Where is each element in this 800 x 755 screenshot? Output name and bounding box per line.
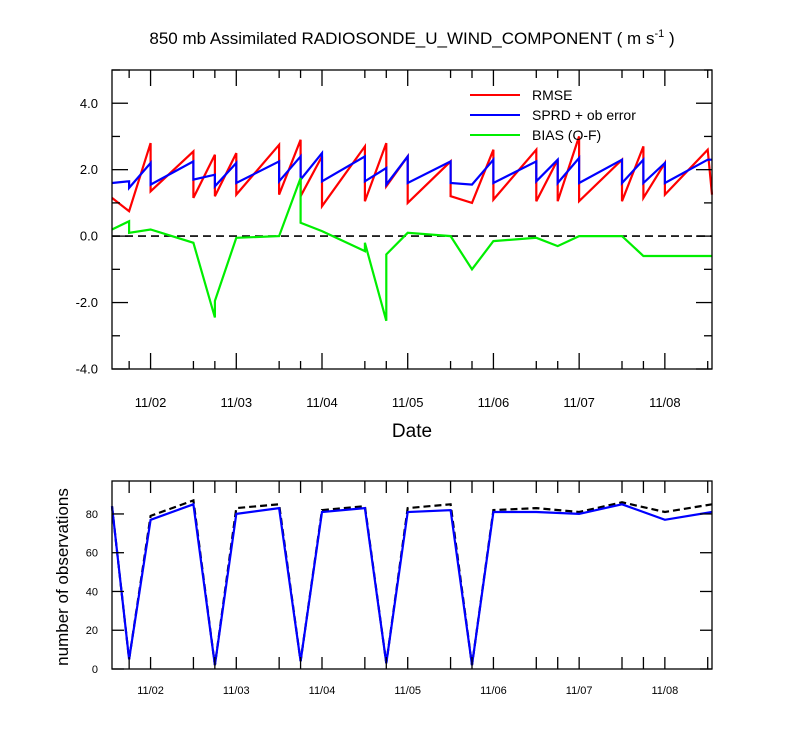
y-tick-label: 20 bbox=[86, 625, 98, 637]
x-tick-label: 11/02 bbox=[135, 395, 167, 410]
series-line-1 bbox=[110, 502, 713, 666]
x-tick-label: 11/05 bbox=[394, 685, 421, 697]
x-tick-label: 11/05 bbox=[392, 395, 424, 410]
x-tick-label: 11/06 bbox=[480, 685, 507, 697]
x-axis-label: Date bbox=[392, 421, 432, 442]
series-line-1 bbox=[111, 149, 712, 191]
x-tick-label: 11/03 bbox=[220, 395, 252, 410]
y-tick-label: 0.0 bbox=[80, 229, 98, 244]
top-plot: 11/02 11/03 11/04 11/05 11/06 11/07 11/08 -4.0 -… bbox=[76, 69, 714, 410]
title-superscript: -1 bbox=[654, 28, 664, 40]
y-tick-label: 0 bbox=[92, 664, 98, 676]
x-tick-label: 11/06 bbox=[478, 395, 510, 410]
bottom-plot: 11/02 11/03 11/04 11/05 11/06 11/07 11/08 0 20 40… bbox=[86, 480, 713, 697]
x-tick-label: 11/08 bbox=[649, 395, 681, 410]
y-tick-label: 60 bbox=[86, 548, 98, 560]
x-tick-label: 11/03 bbox=[223, 685, 250, 697]
plot-frame bbox=[111, 480, 713, 670]
chart-title: 850 mb Assimilated RADIOSONDE_U_WIND_COM… bbox=[149, 28, 674, 48]
y-axis-label-observations: number of observations bbox=[53, 488, 72, 666]
legend-label-0: RMSE bbox=[532, 87, 572, 103]
x-tick-label: 11/04 bbox=[309, 685, 336, 697]
x-tick-label: 11/07 bbox=[563, 395, 595, 410]
y-tick-label: 4.0 bbox=[80, 96, 98, 111]
x-tick-label: 11/04 bbox=[306, 395, 338, 410]
series-line-0 bbox=[110, 498, 713, 666]
y-tick-label: -4.0 bbox=[76, 362, 98, 377]
series-line-2 bbox=[111, 177, 712, 322]
title-end: ) bbox=[664, 29, 674, 48]
x-tick-label: 11/08 bbox=[651, 685, 678, 697]
x-tick-label: 11/07 bbox=[566, 685, 593, 697]
legend-label-1: SPRD + ob error bbox=[532, 107, 636, 123]
y-tick-label: 80 bbox=[86, 509, 98, 521]
y-tick-label: 40 bbox=[86, 586, 98, 598]
title-main: 850 mb Assimilated RADIOSONDE_U_WIND_COM… bbox=[149, 29, 654, 48]
legend-label-2: BIAS (O-F) bbox=[532, 127, 601, 143]
y-tick-label: -2.0 bbox=[76, 295, 98, 310]
plot-frame bbox=[111, 69, 713, 370]
x-tick-label: 11/02 bbox=[137, 685, 164, 697]
y-tick-label: 2.0 bbox=[80, 162, 98, 177]
